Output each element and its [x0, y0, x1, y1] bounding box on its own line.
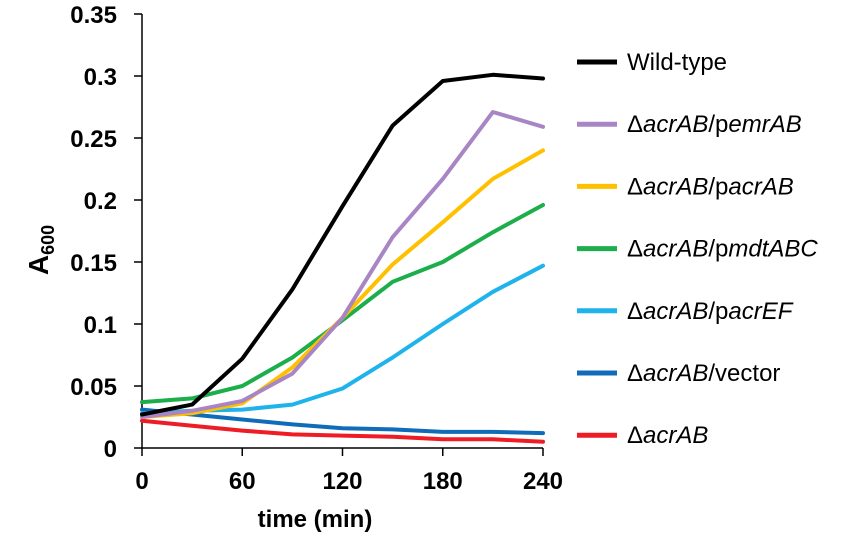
legend-label: ΔacrAB/pemrAB [627, 111, 802, 138]
x-tick-label: 120 [322, 468, 362, 495]
x-tick-label: 60 [229, 468, 256, 495]
plot-lines [140, 72, 545, 444]
legend-label: ΔacrAB [627, 422, 708, 449]
y-tick-label: 0.25 [70, 126, 117, 153]
x-tick-label: 0 [135, 468, 148, 495]
series-line [140, 263, 545, 416]
axes: 0 0.05 0.1 0.15 0.2 0.25 0.3 0.35 0 60 120 180 240 [70, 2, 563, 495]
legend-label: ΔacrAB/pmdtABC [627, 236, 818, 263]
y-tick-label: 0 [104, 436, 117, 463]
series-line [140, 407, 545, 436]
y-tick-label: 0.15 [70, 250, 117, 277]
y-tick-label: 0.3 [84, 64, 117, 91]
y-axis-label-sub: 600 [38, 225, 58, 255]
series-line [140, 418, 545, 444]
y-axis-label: A600 [23, 225, 58, 275]
series-line [140, 148, 545, 419]
x-axis-label: time (min) [258, 506, 373, 533]
series-line [140, 110, 545, 419]
x-tick-label: 180 [423, 468, 463, 495]
series-line [140, 72, 545, 417]
y-tick-label: 0.1 [84, 312, 117, 339]
legend-label: ΔacrAB/pacrEF [627, 298, 794, 325]
series-line [140, 203, 545, 405]
x-tick-label: 240 [523, 468, 563, 495]
legend: Wild-type ΔacrAB/pemrAB ΔacrAB/pacrAB ΔacrA… [577, 49, 818, 449]
y-tick-label: 0.2 [84, 188, 117, 215]
legend-label: Wild-type [627, 49, 727, 76]
y-tick-label: 0.05 [70, 374, 117, 401]
legend-label: ΔacrAB/vector [627, 360, 780, 387]
y-tick-label: 0.35 [70, 2, 117, 29]
legend-label: ΔacrAB/pacrAB [627, 173, 794, 200]
y-axis-label-main: A [23, 255, 54, 275]
